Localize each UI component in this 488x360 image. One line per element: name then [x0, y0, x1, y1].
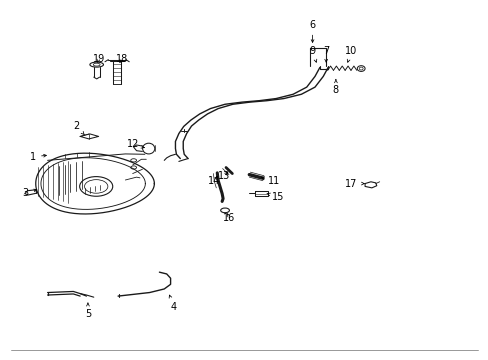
Text: 12: 12 — [126, 139, 144, 149]
Text: 18: 18 — [116, 54, 128, 64]
Text: 19: 19 — [92, 54, 104, 64]
Text: 17: 17 — [345, 179, 364, 189]
Text: 3: 3 — [22, 188, 37, 198]
Text: 13: 13 — [218, 171, 230, 181]
Text: 16: 16 — [223, 212, 235, 222]
Text: 14: 14 — [208, 176, 220, 186]
Text: 8: 8 — [332, 80, 338, 95]
Text: 9: 9 — [309, 46, 316, 62]
Text: 11: 11 — [261, 176, 279, 186]
Text: 2: 2 — [74, 121, 84, 135]
Text: 4: 4 — [169, 295, 177, 312]
Text: 6: 6 — [309, 19, 315, 42]
Text: 10: 10 — [345, 46, 357, 62]
Text: 7: 7 — [323, 46, 328, 62]
Text: 1: 1 — [30, 152, 46, 162]
Text: 15: 15 — [266, 192, 284, 202]
Text: 5: 5 — [84, 303, 91, 319]
